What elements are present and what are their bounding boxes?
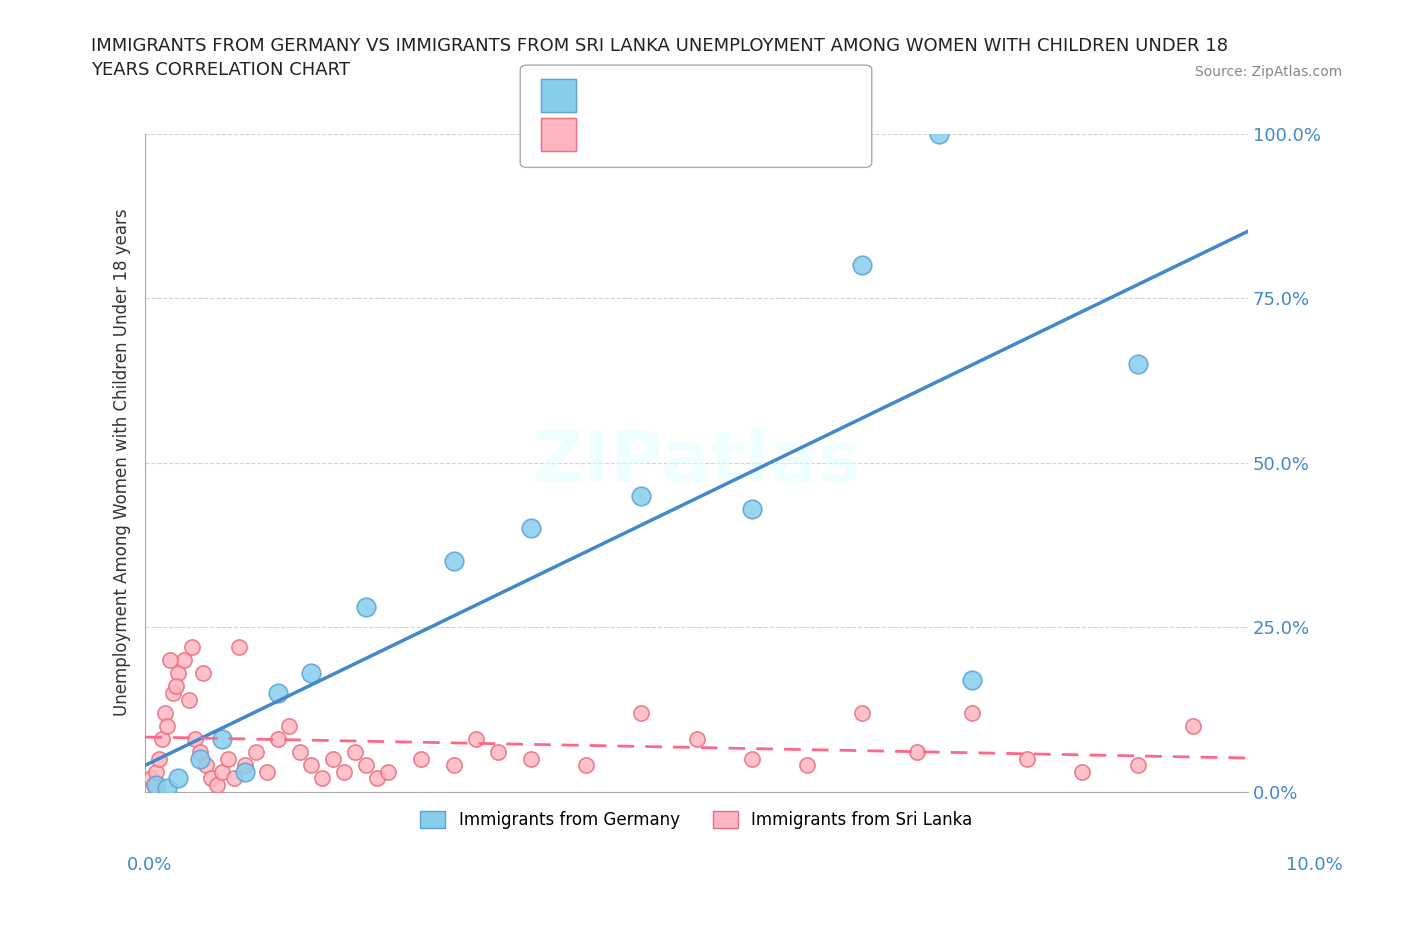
Point — [150, 732, 173, 747]
Point — [190, 745, 212, 760]
Point — [520, 751, 543, 766]
Point — [211, 764, 233, 779]
Point — [465, 732, 488, 747]
Text: 0.610: 0.610 — [616, 86, 668, 104]
Y-axis label: Unemployment Among Women with Children Under 18 years: Unemployment Among Women with Children U… — [114, 209, 131, 716]
Legend: Immigrants from Germany, Immigrants from Sri Lanka: Immigrants from Germany, Immigrants from… — [413, 804, 980, 836]
Point — [167, 666, 190, 681]
Text: R =: R = — [588, 125, 624, 143]
Point — [630, 705, 652, 720]
Text: 0.121: 0.121 — [616, 125, 668, 143]
Point — [205, 777, 228, 792]
Point — [1071, 764, 1094, 779]
Point — [343, 745, 366, 760]
Point — [366, 771, 388, 786]
Point — [928, 126, 950, 141]
Point — [179, 692, 201, 707]
Point — [266, 732, 288, 747]
Point — [173, 653, 195, 668]
Text: 15: 15 — [693, 86, 716, 104]
Point — [139, 771, 162, 786]
Point — [153, 705, 176, 720]
Point — [217, 751, 239, 766]
Text: IMMIGRANTS FROM GERMANY VS IMMIGRANTS FROM SRI LANKA UNEMPLOYMENT AMONG WOMEN WI: IMMIGRANTS FROM GERMANY VS IMMIGRANTS FR… — [91, 37, 1229, 79]
Point — [299, 666, 322, 681]
Point — [228, 640, 250, 655]
Text: Source: ZipAtlas.com: Source: ZipAtlas.com — [1195, 65, 1343, 79]
Point — [256, 764, 278, 779]
Text: R =: R = — [588, 86, 624, 104]
Point — [191, 666, 214, 681]
Point — [741, 501, 763, 516]
Point — [156, 781, 179, 796]
Point — [167, 771, 190, 786]
Point — [211, 732, 233, 747]
Point — [685, 732, 707, 747]
Point — [1181, 718, 1204, 733]
Point — [233, 758, 256, 773]
Point — [165, 679, 187, 694]
Point — [575, 758, 598, 773]
Point — [1126, 356, 1149, 371]
Text: 55: 55 — [693, 125, 716, 143]
Point — [299, 758, 322, 773]
Point — [159, 653, 181, 668]
Text: 10.0%: 10.0% — [1286, 856, 1343, 874]
Point — [905, 745, 928, 760]
Point — [222, 771, 245, 786]
Point — [145, 777, 167, 792]
Point — [354, 758, 377, 773]
Point — [520, 521, 543, 536]
Point — [180, 640, 202, 655]
Point — [162, 685, 184, 700]
Point — [277, 718, 299, 733]
Point — [443, 554, 465, 569]
Point — [200, 771, 222, 786]
Point — [354, 600, 377, 615]
Point — [311, 771, 333, 786]
Point — [322, 751, 344, 766]
Point — [741, 751, 763, 766]
Point — [377, 764, 399, 779]
Point — [1126, 758, 1149, 773]
Point — [443, 758, 465, 773]
Point — [630, 488, 652, 503]
Point — [145, 764, 167, 779]
Point — [851, 705, 873, 720]
Point — [486, 745, 509, 760]
Point — [960, 672, 983, 687]
Point — [233, 764, 256, 779]
Point — [288, 745, 311, 760]
Point — [1017, 751, 1039, 766]
Point — [796, 758, 818, 773]
Point — [143, 777, 166, 792]
Text: N =: N = — [668, 125, 704, 143]
Point — [156, 718, 179, 733]
Point — [148, 751, 170, 766]
Text: 0.0%: 0.0% — [127, 856, 172, 874]
Point — [851, 258, 873, 272]
Point — [332, 764, 354, 779]
Point — [245, 745, 267, 760]
Text: N =: N = — [668, 86, 704, 104]
Point — [190, 751, 212, 766]
Point — [960, 705, 983, 720]
Point — [409, 751, 432, 766]
Point — [266, 685, 288, 700]
Point — [194, 758, 217, 773]
Text: ZIPatlas: ZIPatlas — [531, 428, 862, 498]
Point — [184, 732, 207, 747]
